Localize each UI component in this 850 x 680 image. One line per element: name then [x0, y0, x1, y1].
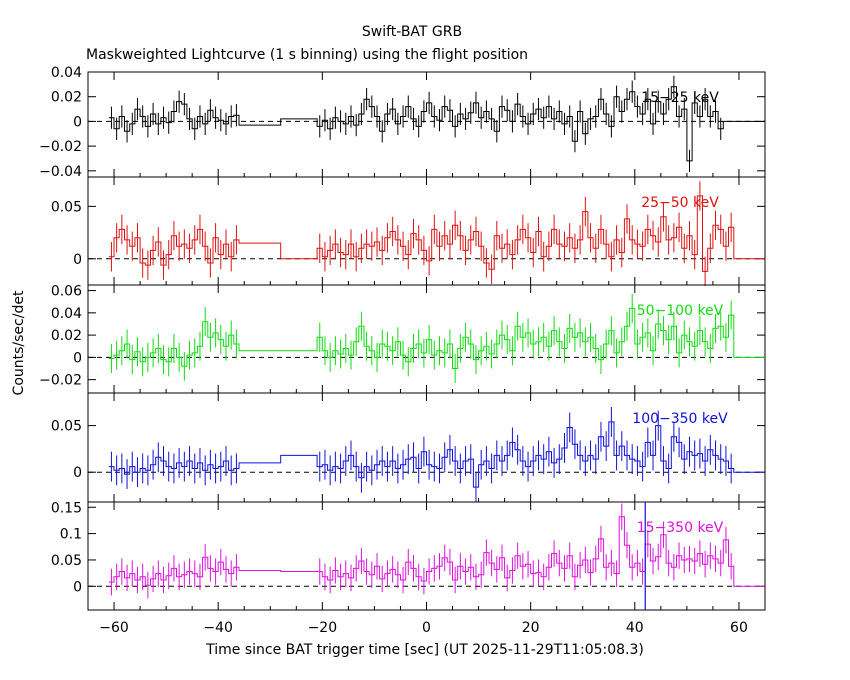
y-tick-label: 0.05	[51, 553, 82, 569]
x-axis-label: Time since BAT trigger time [sec] (UT 20…	[205, 642, 644, 658]
x-tick-label: −20	[308, 620, 338, 636]
panel-stack: −0.04 −0.02 0 0.02 0.04 15−25 keV 0 0.05 25−50 k…	[39, 65, 766, 636]
y-tick-label: −0.02	[39, 373, 82, 389]
lightcurve-series	[108, 86, 765, 162]
y-tick-label: −0.04	[39, 164, 82, 180]
band-label: 25−50 keV	[641, 195, 719, 211]
panel-4: 0 0.05 100−350 keV	[51, 392, 766, 503]
chart-subtitle: Maskweighted Lightcurve (1 s binning) us…	[86, 47, 528, 63]
y-axis-label: Counts/sec/det	[11, 290, 27, 395]
y-tick-label: 0.02	[51, 328, 82, 344]
lightcurve-series	[108, 421, 765, 488]
y-tick-label: 0.06	[51, 284, 82, 300]
y-tick-label: 0.02	[51, 90, 82, 106]
y-tick-label: −0.02	[39, 139, 82, 155]
lightcurve-series	[108, 307, 765, 369]
y-tick-label: 0	[73, 252, 82, 268]
chart-title: Swift-BAT GRB	[362, 24, 462, 40]
x-tick-label: 40	[626, 620, 644, 636]
panel-3: −0.02 0 0.02 0.04 0.06 50−100 keV	[39, 284, 766, 394]
y-tick-label: 0.1	[60, 527, 82, 543]
x-tick-label: 20	[522, 620, 540, 636]
panel-2: 0 0.05 25−50 keV	[51, 176, 766, 287]
band-label: 50−100 keV	[637, 303, 724, 319]
band-label: 15−350 keV	[637, 520, 724, 536]
y-tick-label: 0	[73, 350, 82, 366]
y-tick-label: 0.04	[51, 306, 82, 322]
y-tick-label: 0	[73, 465, 82, 481]
panel-5: 0 0.05 0.1 0.15 15−350 keV	[51, 500, 766, 611]
y-tick-label: 0.05	[51, 199, 82, 215]
x-tick-label: −60	[99, 620, 129, 636]
y-tick-label: 0	[73, 114, 82, 130]
panel-frame	[87, 501, 766, 611]
y-tick-label: 0.15	[51, 500, 82, 516]
band-label: 15−25 keV	[641, 90, 719, 106]
panel-1: −0.04 −0.02 0 0.02 0.04 15−25 keV	[39, 65, 766, 180]
y-tick-label: 0.04	[51, 65, 82, 81]
y-tick-label: 0	[73, 579, 82, 595]
x-tick-label: 0	[422, 620, 431, 636]
band-label: 100−350 keV	[632, 411, 728, 427]
y-tick-label: 0.05	[51, 419, 82, 435]
x-tick-label: 60	[730, 620, 748, 636]
x-tick-label: −40	[203, 620, 233, 636]
lightcurve-series	[108, 195, 765, 272]
